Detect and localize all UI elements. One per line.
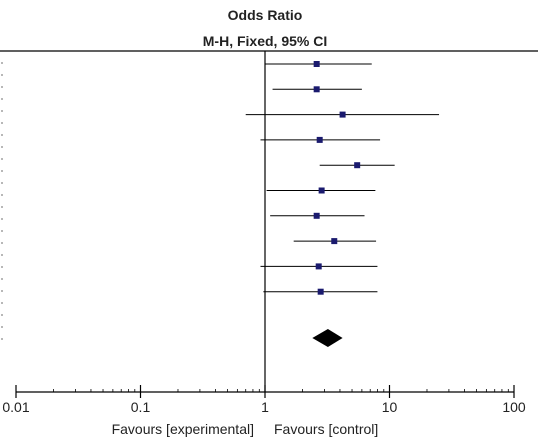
left-edge-dot — [1, 218, 3, 220]
x-tick-label: 0.01 — [2, 399, 29, 415]
study-point-estimate — [315, 263, 322, 270]
study-point-estimate — [317, 288, 324, 295]
left-edge-dot — [1, 182, 3, 184]
study-point-estimate — [313, 86, 320, 93]
favours-control-label: Favours [control] — [274, 421, 378, 437]
pooled-estimate-diamond — [312, 329, 343, 347]
left-edge-dots — [1, 62, 3, 340]
left-edge-dot — [1, 278, 3, 280]
left-edge-dot — [1, 62, 3, 64]
study-point-estimate — [331, 238, 338, 245]
study-point-estimate — [339, 111, 346, 118]
left-edge-dot — [1, 266, 3, 268]
left-edge-dot — [1, 158, 3, 160]
x-axis-ticks: 0.01 0.1 1 10 100 — [2, 385, 526, 415]
plot-area — [245, 51, 440, 392]
left-edge-dot — [1, 254, 3, 256]
left-edge-dot — [1, 302, 3, 304]
left-edge-dot — [1, 338, 3, 340]
left-edge-dot — [1, 206, 3, 208]
left-edge-dot — [1, 86, 3, 88]
left-edge-dot — [1, 74, 3, 76]
left-edge-dot — [1, 194, 3, 196]
left-edge-dot — [1, 146, 3, 148]
left-edge-dot — [1, 326, 3, 328]
study-point-estimate — [318, 187, 325, 194]
favours-experimental-label: Favours [experimental] — [112, 421, 254, 437]
x-tick-label: 100 — [502, 399, 526, 415]
left-edge-dot — [1, 122, 3, 124]
left-edge-dot — [1, 134, 3, 136]
x-tick-label: 0.1 — [131, 399, 151, 415]
header-subtitle: M-H, Fixed, 95% CI — [203, 33, 327, 49]
left-edge-dot — [1, 230, 3, 232]
left-edge-dot — [1, 170, 3, 172]
left-edge-dot — [1, 314, 3, 316]
study-point-estimate — [354, 162, 361, 169]
left-edge-dot — [1, 110, 3, 112]
study-point-estimate — [313, 212, 320, 219]
x-tick-label: 1 — [261, 399, 269, 415]
study-point-estimate — [313, 61, 320, 67]
left-edge-dot — [1, 290, 3, 292]
left-edge-dot — [1, 98, 3, 100]
study-point-estimate — [316, 136, 323, 143]
x-tick-label: 10 — [382, 399, 398, 415]
left-edge-dot — [1, 242, 3, 244]
header-title: Odds Ratio — [228, 7, 303, 23]
